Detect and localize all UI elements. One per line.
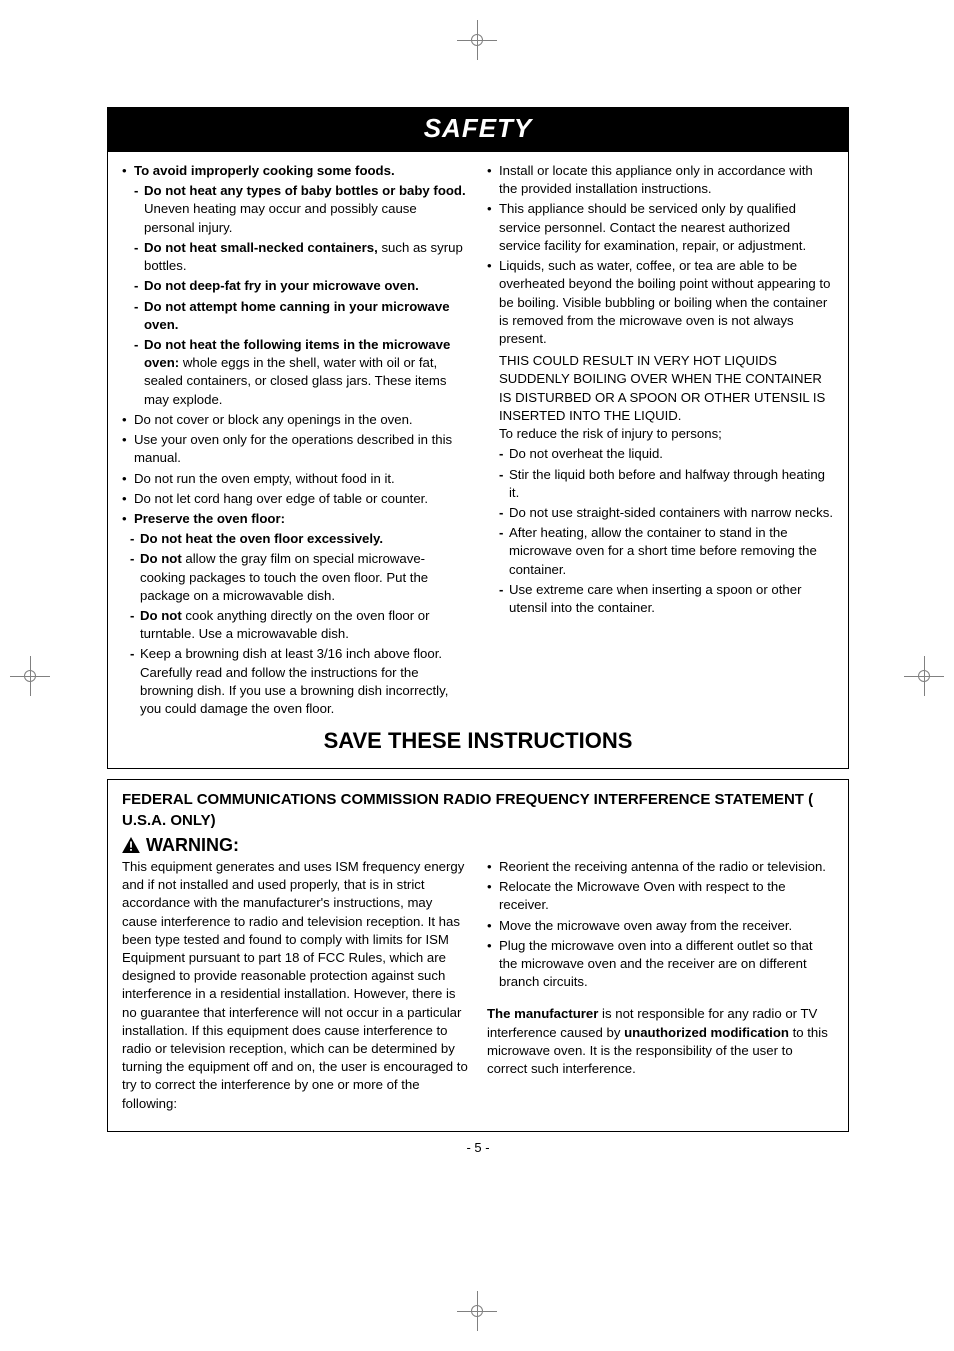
sub-bullet: Stir the liquid both before and halfway … bbox=[499, 466, 834, 502]
bullet: To avoid improperly cooking some foods. … bbox=[122, 162, 469, 409]
sub-bullet: Do not use straight-sided containers wit… bbox=[499, 504, 834, 522]
fcc-right-column: Reorient the receiving antenna of the ra… bbox=[487, 858, 834, 1113]
bullet: Install or locate this appliance only in… bbox=[487, 162, 834, 198]
save-instructions: SAVE THESE INSTRUCTIONS bbox=[122, 728, 834, 754]
text: To reduce the risk of injury to persons; bbox=[499, 425, 834, 443]
fcc-heading: FEDERAL COMMUNICATIONS COMMISSION RADIO … bbox=[122, 790, 834, 831]
bullet: Liquids, such as water, coffee, or tea a… bbox=[487, 257, 834, 617]
sub-bullet: Do not heat the following items in the m… bbox=[134, 336, 469, 409]
sub-bullet: Do not allow the gray film on special mi… bbox=[130, 550, 469, 605]
left-column: To avoid improperly cooking some foods. … bbox=[122, 162, 469, 720]
bullet: Do not run the oven empty, without food … bbox=[122, 470, 469, 488]
fcc-statement: FEDERAL COMMUNICATIONS COMMISSION RADIO … bbox=[107, 779, 849, 1132]
sub-bullet: Do not heat the oven floor excessively. bbox=[130, 530, 469, 548]
warning-row: WARNING: bbox=[122, 835, 834, 856]
crop-mark-right bbox=[904, 656, 944, 696]
sub-bullet: Do not overheat the liquid. bbox=[499, 445, 834, 463]
fcc-paragraph: This equipment generates and uses ISM fr… bbox=[122, 858, 469, 1113]
warning-triangle-icon bbox=[122, 837, 140, 853]
bullet: Do not cover or block any openings in th… bbox=[122, 411, 469, 429]
bullet: Use your oven only for the operations de… bbox=[122, 431, 469, 467]
bullet: Plug the microwave oven into a different… bbox=[487, 937, 834, 992]
bullet: This appliance should be serviced only b… bbox=[487, 200, 834, 255]
section-title: SAFETY bbox=[107, 107, 849, 152]
sub-bullet: Do not heat small-necked containers, suc… bbox=[134, 239, 469, 275]
sub-bullet: After heating, allow the container to st… bbox=[499, 524, 834, 579]
right-column: Install or locate this appliance only in… bbox=[487, 162, 834, 720]
bullet: Do not let cord hang over edge of table … bbox=[122, 490, 469, 508]
crop-mark-top bbox=[457, 20, 497, 60]
bullet: Relocate the Microwave Oven with respect… bbox=[487, 878, 834, 914]
bullet: Move the microwave oven away from the re… bbox=[487, 917, 834, 935]
sub-bullet: Do not heat any types of baby bottles or… bbox=[134, 182, 469, 237]
fcc-left-column: This equipment generates and uses ISM fr… bbox=[122, 858, 469, 1113]
text: To avoid improperly cooking some foods. bbox=[134, 163, 395, 178]
sub-bullet: Do not attempt home canning in your micr… bbox=[134, 298, 469, 334]
page: SAFETY To avoid improperly cooking some … bbox=[107, 107, 849, 1155]
text: Liquids, such as water, coffee, or tea a… bbox=[499, 258, 830, 346]
sub-bullet: Do not cook anything directly on the ove… bbox=[130, 607, 469, 643]
warning-label: WARNING: bbox=[146, 835, 239, 856]
sub-bullet: Keep a browning dish at least 3/16 inch … bbox=[130, 645, 469, 718]
page-number: - 5 - bbox=[107, 1140, 849, 1155]
bullet: Preserve the oven floor: Do not heat the… bbox=[122, 510, 469, 718]
fcc-manufacturer-note: The manufacturer is not responsible for … bbox=[487, 1005, 834, 1078]
crop-mark-bottom bbox=[457, 1291, 497, 1331]
text: Preserve the oven floor: bbox=[134, 511, 285, 526]
safety-content: To avoid improperly cooking some foods. … bbox=[107, 152, 849, 769]
sub-bullet: Use extreme care when inserting a spoon … bbox=[499, 581, 834, 617]
text: THIS COULD RESULT IN VERY HOT LIQUIDS SU… bbox=[499, 352, 834, 425]
sub-bullet: Do not deep-fat fry in your microwave ov… bbox=[134, 277, 469, 295]
bullet: Reorient the receiving antenna of the ra… bbox=[487, 858, 834, 876]
crop-mark-left bbox=[10, 656, 50, 696]
